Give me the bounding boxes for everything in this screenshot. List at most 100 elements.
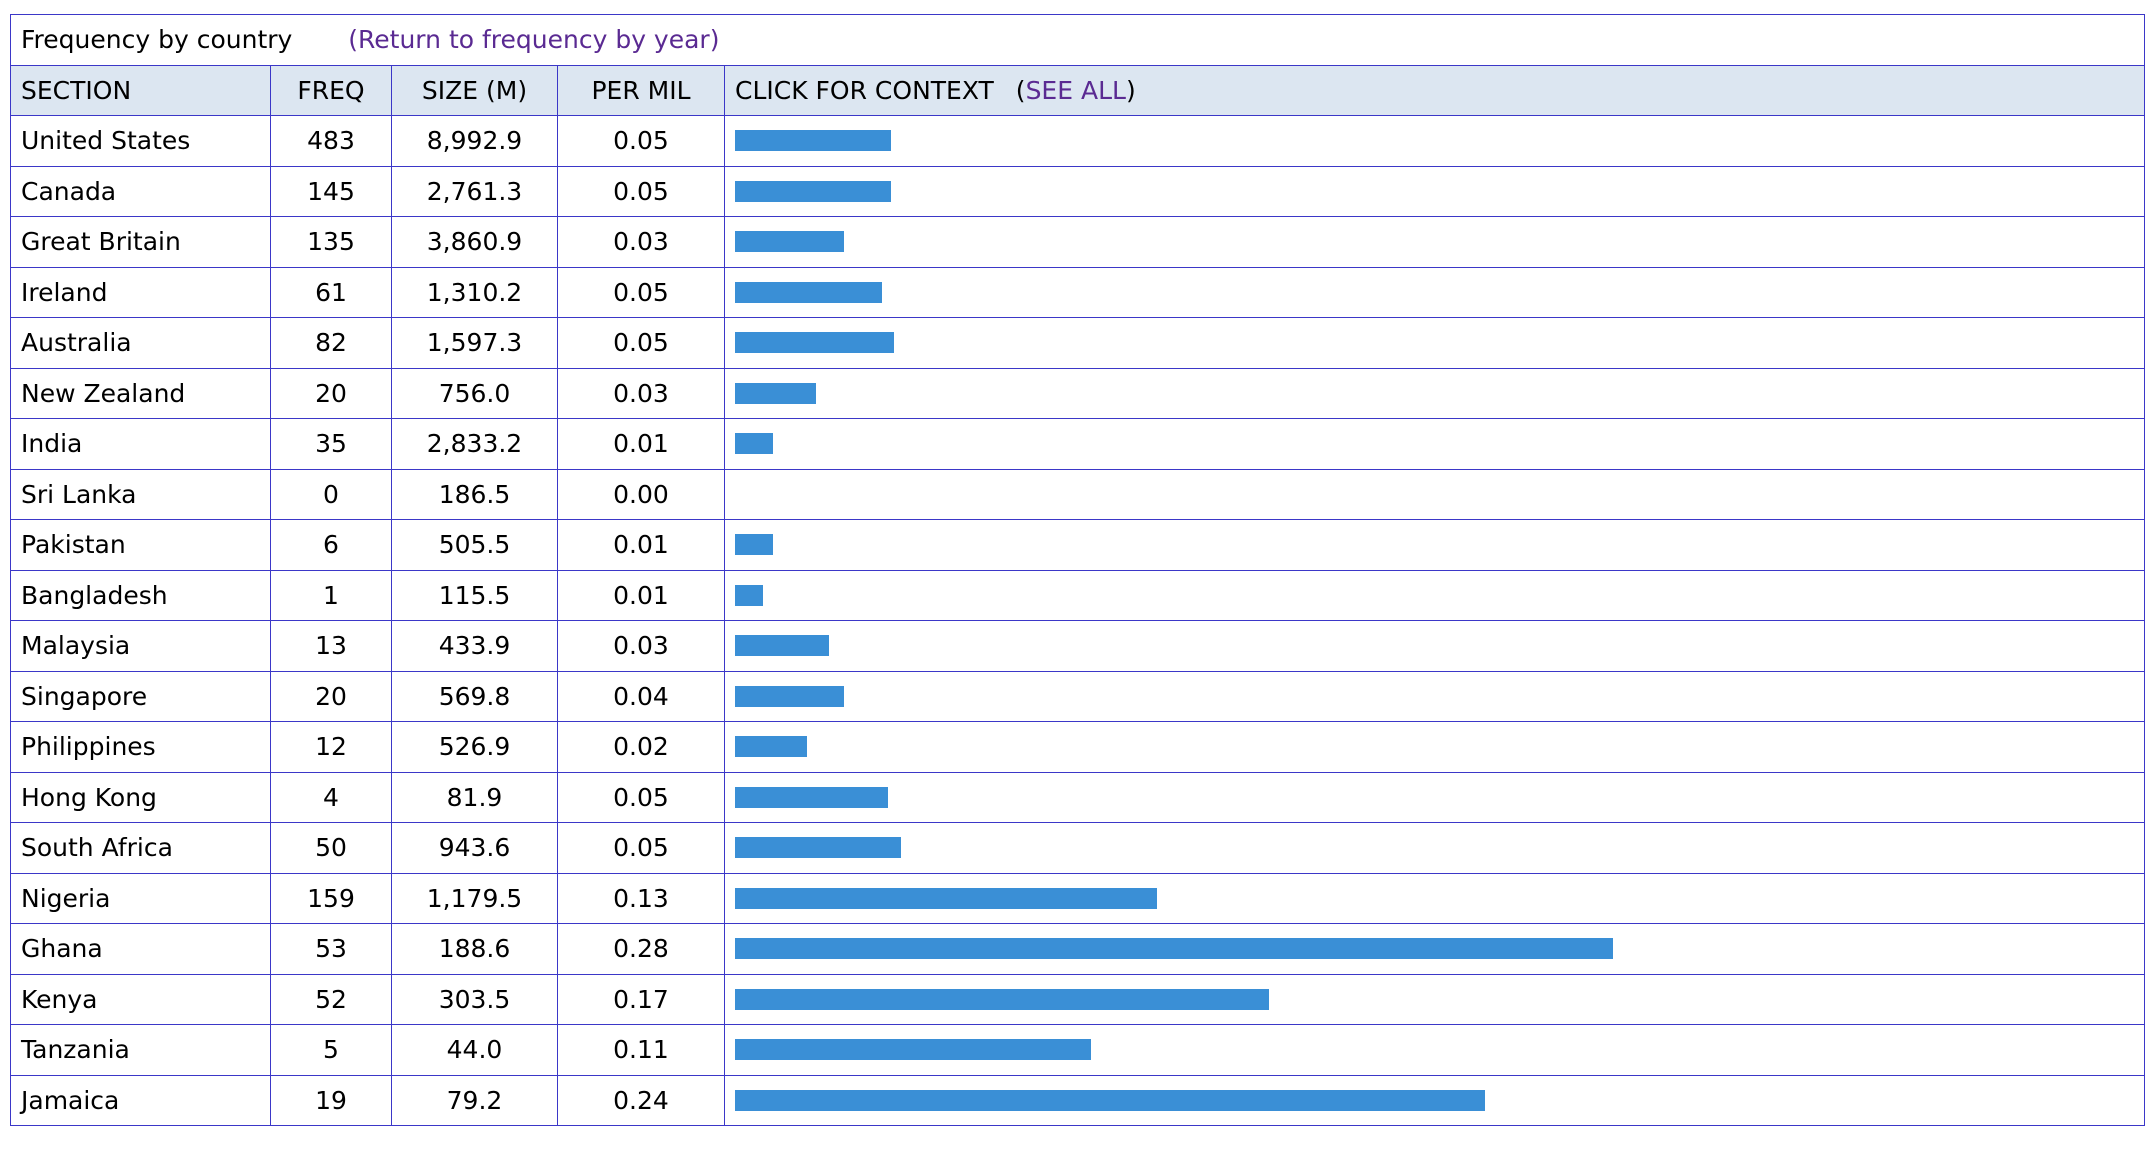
- per-mil-cell: 0.05: [557, 266, 725, 318]
- per-mil-cell: 0.05: [557, 771, 725, 823]
- table-row: Malaysia 13 433.9 0.03: [10, 620, 2146, 672]
- table-title: Frequency by country: [21, 25, 293, 55]
- context-bar[interactable]: [735, 180, 891, 202]
- context-bar[interactable]: [735, 332, 894, 354]
- table-row: Bangladesh 1 115.5 0.01: [10, 569, 2146, 621]
- section-cell: United States: [10, 115, 271, 167]
- context-bar[interactable]: [735, 1039, 1091, 1061]
- freq-cell: 13: [270, 620, 392, 672]
- per-mil-cell: 0.05: [557, 822, 725, 874]
- freq-cell: 4: [270, 771, 392, 823]
- table-row: Nigeria 159 1,179.5 0.13: [10, 872, 2146, 924]
- table-row: Tanzania 5 44.0 0.11: [10, 1024, 2146, 1076]
- size-cell: 2,761.3: [391, 165, 558, 217]
- size-cell: 1,597.3: [391, 317, 558, 369]
- per-mil-cell: 0.05: [557, 317, 725, 369]
- header-section: SECTION: [10, 64, 271, 116]
- size-cell: 756.0: [391, 367, 558, 419]
- header-size: SIZE (M): [391, 64, 558, 116]
- per-mil-cell: 0.01: [557, 519, 725, 571]
- freq-cell: 135: [270, 216, 392, 268]
- context-bar-cell: [723, 115, 2146, 167]
- per-mil-cell: 0.28: [557, 923, 725, 975]
- context-bar[interactable]: [735, 837, 901, 859]
- context-bar[interactable]: [735, 584, 763, 606]
- freq-cell: 50: [270, 822, 392, 874]
- see-all-open-paren: (: [1015, 75, 1026, 105]
- title-row: Frequency by country (Return to frequenc…: [9, 14, 2146, 66]
- table-row: Pakistan 6 505.5 0.01: [10, 519, 2146, 571]
- context-bar[interactable]: [735, 433, 773, 455]
- freq-cell: 6: [270, 519, 392, 571]
- section-cell: India: [10, 418, 271, 470]
- context-bar[interactable]: [735, 938, 1613, 960]
- table-row: Singapore 20 569.8 0.04: [10, 670, 2146, 722]
- context-bar[interactable]: [735, 685, 844, 707]
- per-mil-cell: 0.05: [557, 165, 725, 217]
- context-bar[interactable]: [735, 130, 891, 152]
- context-bar-cell: [723, 670, 2146, 722]
- context-bar-cell: [723, 1024, 2146, 1076]
- size-cell: 943.6: [391, 822, 558, 874]
- freq-cell: 12: [270, 721, 392, 773]
- per-mil-cell: 0.17: [557, 973, 725, 1025]
- context-bar[interactable]: [735, 281, 882, 303]
- size-cell: 505.5: [391, 519, 558, 571]
- table-row: Sri Lanka 0 186.5 0.00: [10, 468, 2146, 520]
- context-bar-cell: [723, 620, 2146, 672]
- context-bar-cell: [723, 771, 2146, 823]
- see-all-close-paren: ): [1125, 75, 1136, 105]
- freq-cell: 5: [270, 1024, 392, 1076]
- table-row: New Zealand 20 756.0 0.03: [10, 367, 2146, 419]
- header-freq: FREQ: [270, 64, 392, 116]
- context-bar[interactable]: [735, 988, 1269, 1010]
- table-row: Kenya 52 303.5 0.17: [10, 973, 2146, 1025]
- context-bar[interactable]: [735, 382, 816, 404]
- freq-cell: 159: [270, 872, 392, 924]
- size-cell: 186.5: [391, 468, 558, 520]
- size-cell: 569.8: [391, 670, 558, 722]
- freq-cell: 35: [270, 418, 392, 470]
- context-bar[interactable]: [735, 231, 844, 253]
- size-cell: 2,833.2: [391, 418, 558, 470]
- section-cell: Kenya: [10, 973, 271, 1025]
- size-cell: 115.5: [391, 569, 558, 621]
- context-bar-cell: [723, 216, 2146, 268]
- per-mil-cell: 0.01: [557, 418, 725, 470]
- context-bar[interactable]: [735, 1089, 1485, 1111]
- section-cell: Ireland: [10, 266, 271, 318]
- section-cell: Pakistan: [10, 519, 271, 571]
- context-bar[interactable]: [735, 635, 829, 657]
- per-mil-cell: 0.03: [557, 620, 725, 672]
- context-bar-cell: [723, 468, 2146, 520]
- context-bar-cell: [723, 822, 2146, 874]
- freq-cell: 82: [270, 317, 392, 369]
- header-per-mil: PER MIL: [557, 64, 725, 116]
- table-row: Philippines 12 526.9 0.02: [10, 721, 2146, 773]
- context-bar[interactable]: [735, 534, 773, 556]
- freq-cell: 20: [270, 367, 392, 419]
- return-to-year-link[interactable]: (Return to frequency by year): [348, 25, 720, 55]
- context-bar-cell: [723, 569, 2146, 621]
- table-row: Canada 145 2,761.3 0.05: [10, 165, 2146, 217]
- size-cell: 303.5: [391, 973, 558, 1025]
- context-bar-cell: [723, 317, 2146, 369]
- see-all-link[interactable]: SEE ALL: [1025, 75, 1126, 105]
- per-mil-cell: 0.05: [557, 115, 725, 167]
- freq-cell: 19: [270, 1074, 392, 1126]
- section-cell: Malaysia: [10, 620, 271, 672]
- section-cell: Great Britain: [10, 216, 271, 268]
- freq-cell: 61: [270, 266, 392, 318]
- size-cell: 3,860.9: [391, 216, 558, 268]
- section-cell: Nigeria: [10, 872, 271, 924]
- context-bar[interactable]: [735, 887, 1157, 909]
- size-cell: 8,992.9: [391, 115, 558, 167]
- per-mil-cell: 0.24: [557, 1074, 725, 1126]
- table-row: Jamaica 19 79.2 0.24: [10, 1074, 2146, 1126]
- section-cell: Tanzania: [10, 1024, 271, 1076]
- context-bar[interactable]: [735, 736, 807, 758]
- size-cell: 1,310.2: [391, 266, 558, 318]
- table-row: United States 483 8,992.9 0.05: [10, 115, 2146, 167]
- per-mil-cell: 0.13: [557, 872, 725, 924]
- context-bar[interactable]: [735, 786, 888, 808]
